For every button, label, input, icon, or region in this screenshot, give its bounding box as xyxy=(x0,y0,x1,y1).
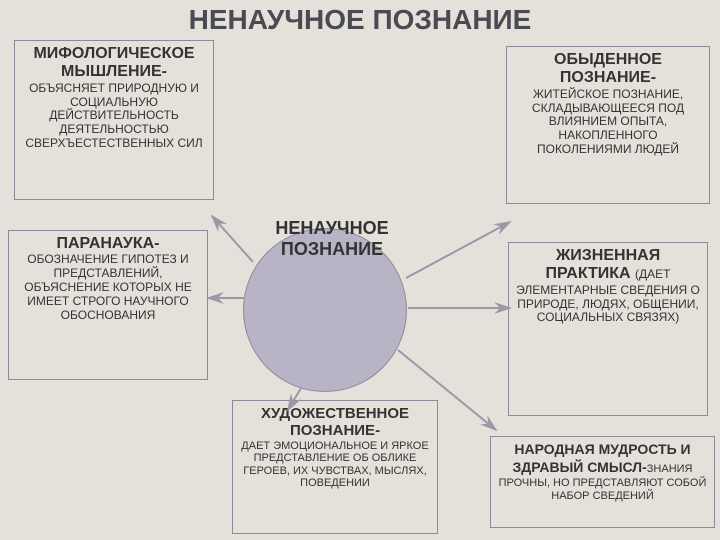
box-everyday-desc: ЖИТЕЙСКОЕ ПОЗНАНИЕ, СКЛАДЫВАЮЩЕЕСЯ ПОД В… xyxy=(513,88,703,157)
box-art: ХУДОЖЕСТВЕННОЕ ПОЗНАНИЕ- ДАЕТ ЭМОЦИОНАЛЬ… xyxy=(232,400,438,534)
box-mythological-title: МИФОЛОГИЧЕСКОЕ МЫШЛЕНИЕ- xyxy=(21,45,207,82)
box-folk: НАРОДНАЯ МУДРОСТЬ И ЗДРАВЫЙ СМЫСЛ-ЗНАНИЯ… xyxy=(490,436,715,528)
box-folk-title: НАРОДНАЯ МУДРОСТЬ И ЗДРАВЫЙ СМЫСЛ-ЗНАНИЯ xyxy=(497,441,708,477)
box-art-title: ХУДОЖЕСТВЕННОЕ ПОЗНАНИЕ- xyxy=(239,405,431,440)
box-parascience-title: ПАРАНАУКА- xyxy=(15,235,201,253)
box-folk-title-post: ЗНАНИЯ xyxy=(647,463,693,475)
box-mythological: МИФОЛОГИЧЕСКОЕ МЫШЛЕНИЕ- ОБЪЯСНЯЕТ ПРИРО… xyxy=(14,40,214,200)
box-art-desc: ДАЕТ ЭМОЦИОНАЛЬНОЕ И ЯРКОЕ ПРЕДСТАВЛЕНИЕ… xyxy=(239,440,431,491)
box-practice-title-post: (ДАЕТ xyxy=(635,267,670,281)
box-practice: ЖИЗНЕННАЯ ПРАКТИКА (ДАЕТ ЭЛЕМЕНТАРНЫЕ СВ… xyxy=(508,242,708,416)
center-label: НЕНАУЧНОЕ ПОЗНАНИЕ xyxy=(262,218,402,260)
box-everyday: ОБЫДЕННОЕ ПОЗНАНИЕ- ЖИТЕЙСКОЕ ПОЗНАНИЕ, … xyxy=(506,46,710,204)
page-title: НЕНАУЧНОЕ ПОЗНАНИЕ xyxy=(0,0,720,36)
box-folk-desc: ПРОЧНЫ, НО ПРЕДСТАВЛЯЮТ СОБОЙ НАБОР СВЕД… xyxy=(497,477,708,502)
box-practice-title: ЖИЗНЕННАЯ ПРАКТИКА (ДАЕТ xyxy=(515,247,701,284)
box-everyday-title: ОБЫДЕННОЕ ПОЗНАНИЕ- xyxy=(513,51,703,88)
box-mythological-desc: ОБЪЯСНЯЕТ ПРИРОДНУЮ И СОЦИАЛЬНУЮ ДЕЙСТВИ… xyxy=(21,82,207,151)
box-parascience: ПАРАНАУКА- ОБОЗНАЧЕНИЕ ГИПОТЕЗ И ПРЕДСТА… xyxy=(8,230,208,380)
box-practice-desc: ЭЛЕМЕНТАРНЫЕ СВЕДЕНИЯ О ПРИРОДЕ, ЛЮДЯХ, … xyxy=(515,284,701,325)
box-parascience-desc: ОБОЗНАЧЕНИЕ ГИПОТЕЗ И ПРЕДСТАВЛЕНИЙ, ОБЪ… xyxy=(15,253,201,322)
